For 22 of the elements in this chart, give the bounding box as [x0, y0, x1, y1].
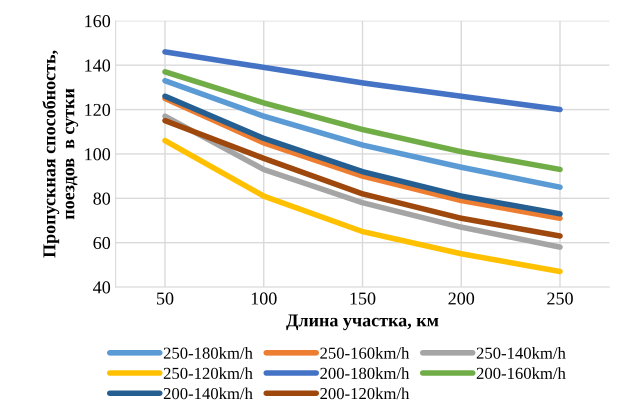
x-tick-label: 150: [350, 292, 376, 305]
legend-label: 200-160km/h: [476, 367, 566, 379]
y-tick-label: 160: [85, 15, 110, 28]
legend-label: 250-120km/h: [164, 367, 253, 379]
y-tick-label: 60: [93, 236, 110, 250]
y-tick-label: 100: [85, 148, 110, 160]
legend-label: 200-120km/h: [320, 387, 410, 400]
x-axis-title: Длина участка, км: [286, 314, 438, 330]
y-tick-label: 80: [93, 192, 110, 205]
x-tick-label: 100: [252, 292, 277, 305]
y-tick-label: 140: [85, 59, 110, 72]
x-tick-label: 50: [157, 292, 174, 305]
legend-label: 250-180km/h: [164, 347, 253, 359]
legend-label: 250-140km/h: [476, 347, 566, 359]
y-tick-label: 120: [85, 104, 110, 116]
x-tick-label: 200: [448, 292, 474, 305]
legend-label: 200-180km/h: [320, 367, 410, 379]
x-tick-label: 250: [547, 292, 573, 305]
y-tick-label: 40: [93, 281, 110, 294]
legend-label: 200-140km/h: [164, 387, 253, 400]
legend-label: 250-160km/h: [320, 347, 410, 359]
y-axis-title: Пропускная способность, поездов в сутки: [42, 50, 78, 258]
